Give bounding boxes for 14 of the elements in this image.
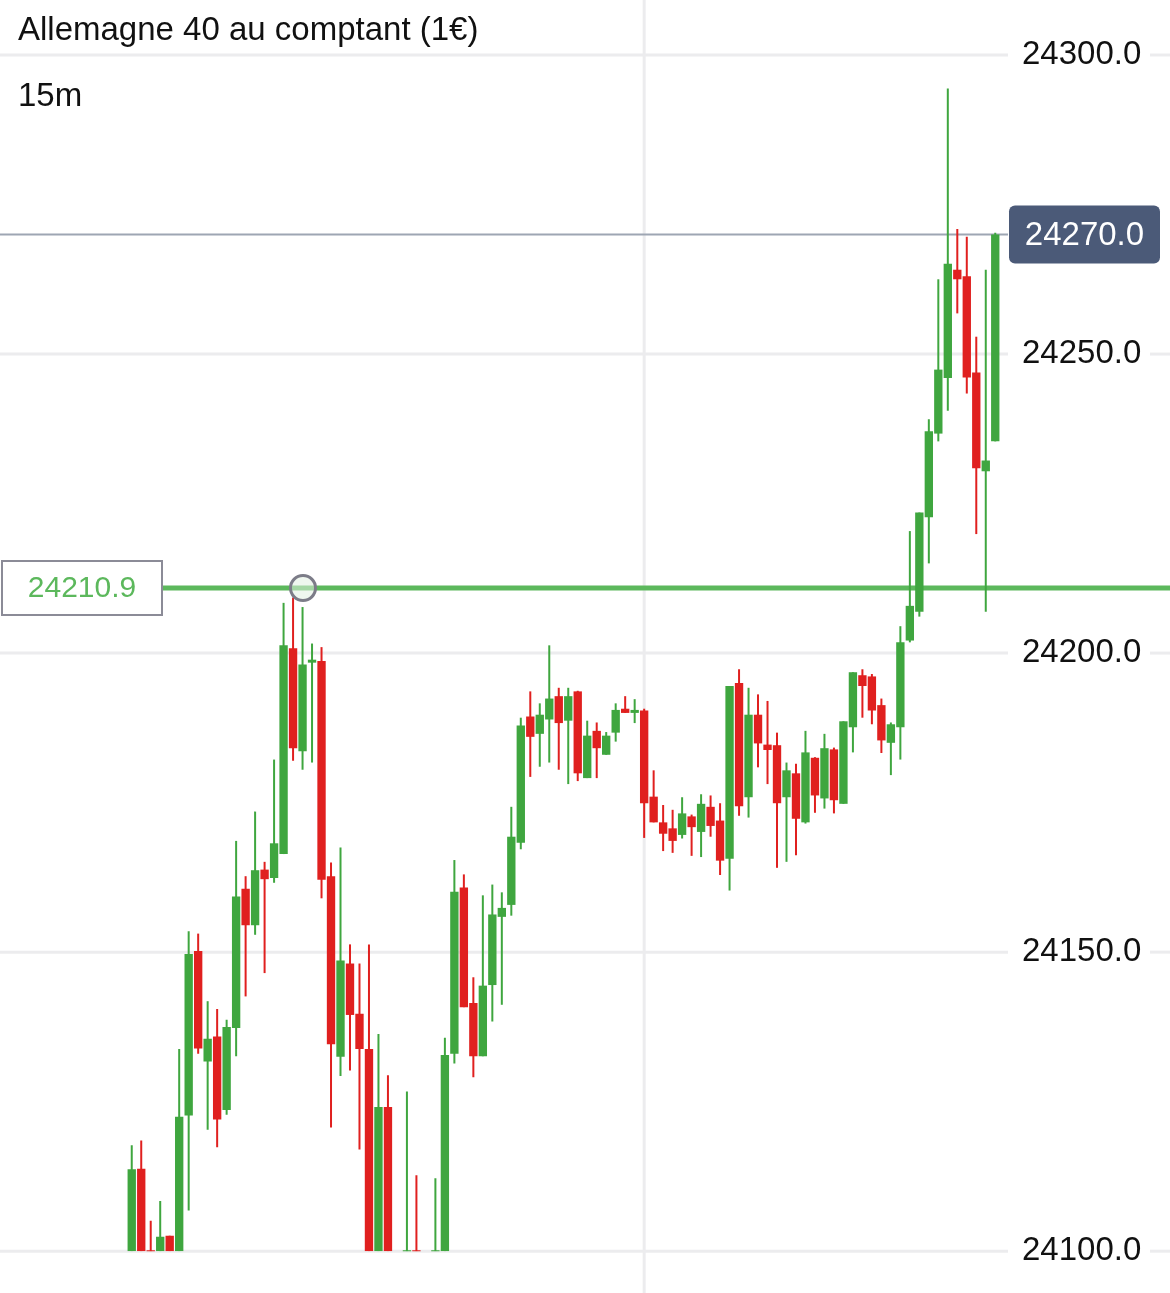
chart-title: Allemagne 40 au comptant (1€) — [18, 10, 479, 48]
ref-line-label: 24270.0 — [1024, 214, 1145, 252]
candlestick — [307, 643, 317, 763]
candlestick — [146, 1220, 155, 1252]
y-tick-label: 24250.0 — [1022, 333, 1142, 371]
y-tick-label: 24300.0 — [1022, 34, 1142, 72]
y-tick-label: 24200.0 — [1022, 632, 1142, 670]
candlestick — [412, 1175, 421, 1252]
y-tick-label: 24100.0 — [1022, 1230, 1142, 1268]
candlestick — [260, 861, 269, 974]
y-tick-label: 24150.0 — [1022, 931, 1142, 969]
text: 15m — [18, 76, 83, 114]
ref-line-label: 24210.9 — [27, 570, 137, 604]
candlestick — [402, 1091, 412, 1252]
